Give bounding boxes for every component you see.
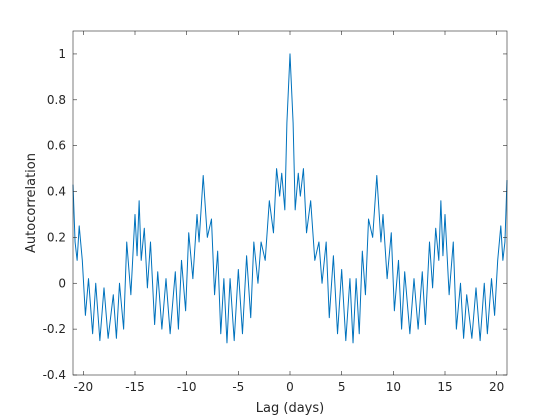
x-tick-label: 10 [386, 380, 401, 394]
x-tick-label: 5 [338, 380, 346, 394]
x-tick-label: 0 [286, 380, 294, 394]
plot-frame [72, 30, 508, 376]
ticks-layer: -20 -15 -10 -5 0 5 10 15 20 -0.4 -0.2 0 0.2 0.4 0.6 0.8… [43, 31, 507, 394]
y-tick-label: 0.4 [47, 185, 66, 199]
x-tick-label: -5 [232, 380, 244, 394]
x-tick-label: -10 [177, 380, 197, 394]
y-tick-label: 0 [58, 276, 66, 290]
y-tick-label: 0.2 [47, 230, 66, 244]
x-tick-label: 20 [489, 380, 504, 394]
plot-background [73, 31, 507, 375]
x-tick-label: -15 [125, 380, 145, 394]
y-tick-label: 0.6 [47, 139, 66, 153]
data-layer [72, 53, 508, 344]
x-axis-title: Lag (days) [256, 401, 324, 416]
y-tick-label: -0.4 [43, 368, 66, 382]
x-tick-label: -20 [74, 380, 94, 394]
x-tick-label: 15 [437, 380, 452, 394]
y-tick-label: -0.2 [43, 322, 66, 336]
y-axis-title: Autocorrelation [24, 153, 39, 253]
y-tick-label: 1 [58, 47, 66, 61]
y-tick-label: 0.8 [47, 93, 66, 107]
series-line-0 [72, 53, 508, 344]
